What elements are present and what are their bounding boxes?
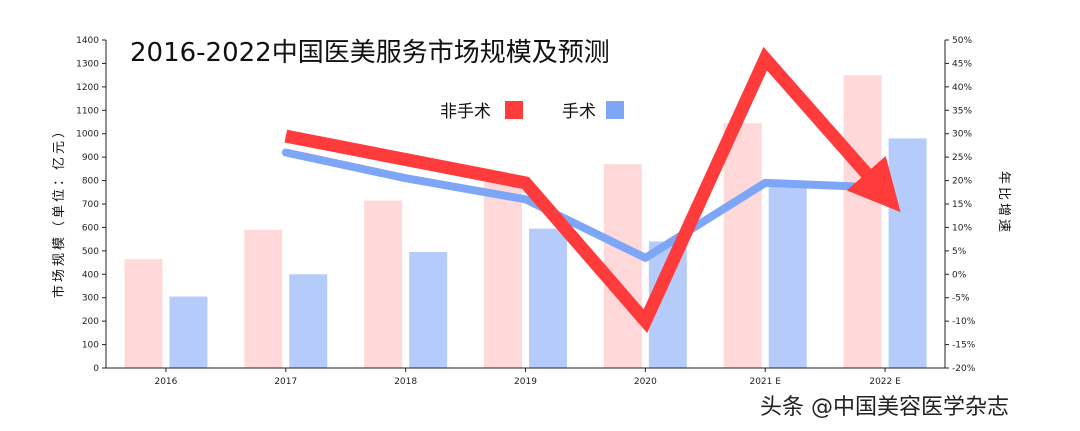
watermark: 头条 @中国美容医学杂志 (760, 395, 1009, 420)
bar-non-surgical-4 (603, 164, 642, 368)
y-right-tick-label: 35% (952, 106, 972, 116)
y-right-tick-label: 25% (952, 153, 972, 163)
x-tick-label: 2022 E (869, 377, 901, 387)
y-right-tick-label: 10% (952, 223, 972, 233)
y-left-tick-label: 900 (82, 153, 99, 163)
lines-layer (281, 46, 901, 333)
bar-surgical-6 (888, 138, 927, 368)
y-left-tick-label: 600 (82, 223, 99, 233)
y-left-tick-label: 0 (93, 364, 99, 374)
y-left-tick-label: 200 (82, 317, 99, 327)
y-right-tick-label: -5% (952, 294, 970, 304)
chart-title: 2016-2022中国医美服务市场规模及预测 (130, 38, 610, 68)
y-left-tick-label: 700 (82, 200, 99, 210)
y-right-tick-label: 40% (952, 83, 972, 93)
y-right-tick-label: 30% (952, 130, 972, 140)
bar-surgical-3 (529, 228, 567, 368)
bar-surgical-2 (409, 252, 448, 368)
bar-non-surgical-3 (484, 180, 522, 368)
growth-line-non-surgical (284, 46, 901, 333)
y-left-tick-label: 1200 (76, 83, 99, 93)
bar-non-surgical-6 (843, 75, 882, 369)
y-right-tick-label: -20% (952, 364, 976, 374)
y-axis-left-title: 市场规模（单位：亿元） (51, 122, 67, 298)
bar-surgical-5 (768, 180, 807, 368)
x-tick-label: 2017 (274, 377, 297, 387)
x-tick-label: 2018 (394, 377, 417, 387)
bar-non-surgical-5 (723, 123, 762, 369)
y-right-tick-label: 15% (952, 200, 972, 210)
growth-line-surgical (281, 148, 890, 262)
legend-label-surgical: 手术 (562, 102, 596, 122)
x-tick-label: 2020 (634, 377, 657, 387)
bar-non-surgical-1 (244, 229, 283, 368)
bars-layer (124, 75, 927, 369)
y-left-tick-label: 1300 (76, 59, 99, 69)
x-tick-label: 2021 E (749, 377, 781, 387)
y-left-tick-label: 500 (82, 247, 99, 257)
x-tick-label: 2016 (154, 377, 177, 387)
y-left-tick-label: 1100 (76, 106, 99, 116)
y-left-tick-label: 400 (82, 270, 99, 280)
y-left-tick-label: 1000 (76, 130, 99, 140)
x-tick-label: 2019 (514, 377, 537, 387)
y-right-tick-label: 20% (952, 177, 972, 187)
y-right-tick-label: 0% (952, 270, 967, 280)
y-left-tick-label: 100 (82, 341, 99, 351)
y-right-tick-label: -15% (952, 341, 976, 351)
legend-label-non-surgical: 非手术 (440, 102, 491, 122)
bar-surgical-1 (289, 274, 328, 368)
y-left-tick-label: 1400 (76, 36, 99, 46)
legend: 非手术 手术 (440, 101, 624, 122)
y-right-tick-label: 50% (952, 36, 972, 46)
bar-non-surgical-0 (124, 259, 163, 368)
y-right-tick-label: 45% (952, 59, 972, 69)
legend-swatch-non-surgical (505, 101, 523, 119)
y-left-tick-label: 300 (82, 294, 99, 304)
axes-layer: 0 100 200 300 400 500 600 700 800 900 1000 1100 1200… (76, 36, 976, 387)
bar-non-surgical-2 (364, 200, 403, 368)
bar-surgical-0 (169, 296, 208, 368)
y-axis-right-title: 年比增速 (996, 171, 1011, 235)
y-right-tick-label: 5% (952, 247, 967, 257)
legend-swatch-surgical (606, 101, 624, 119)
y-left-tick-label: 800 (82, 177, 99, 187)
y-right-tick-label: -10% (952, 317, 976, 327)
